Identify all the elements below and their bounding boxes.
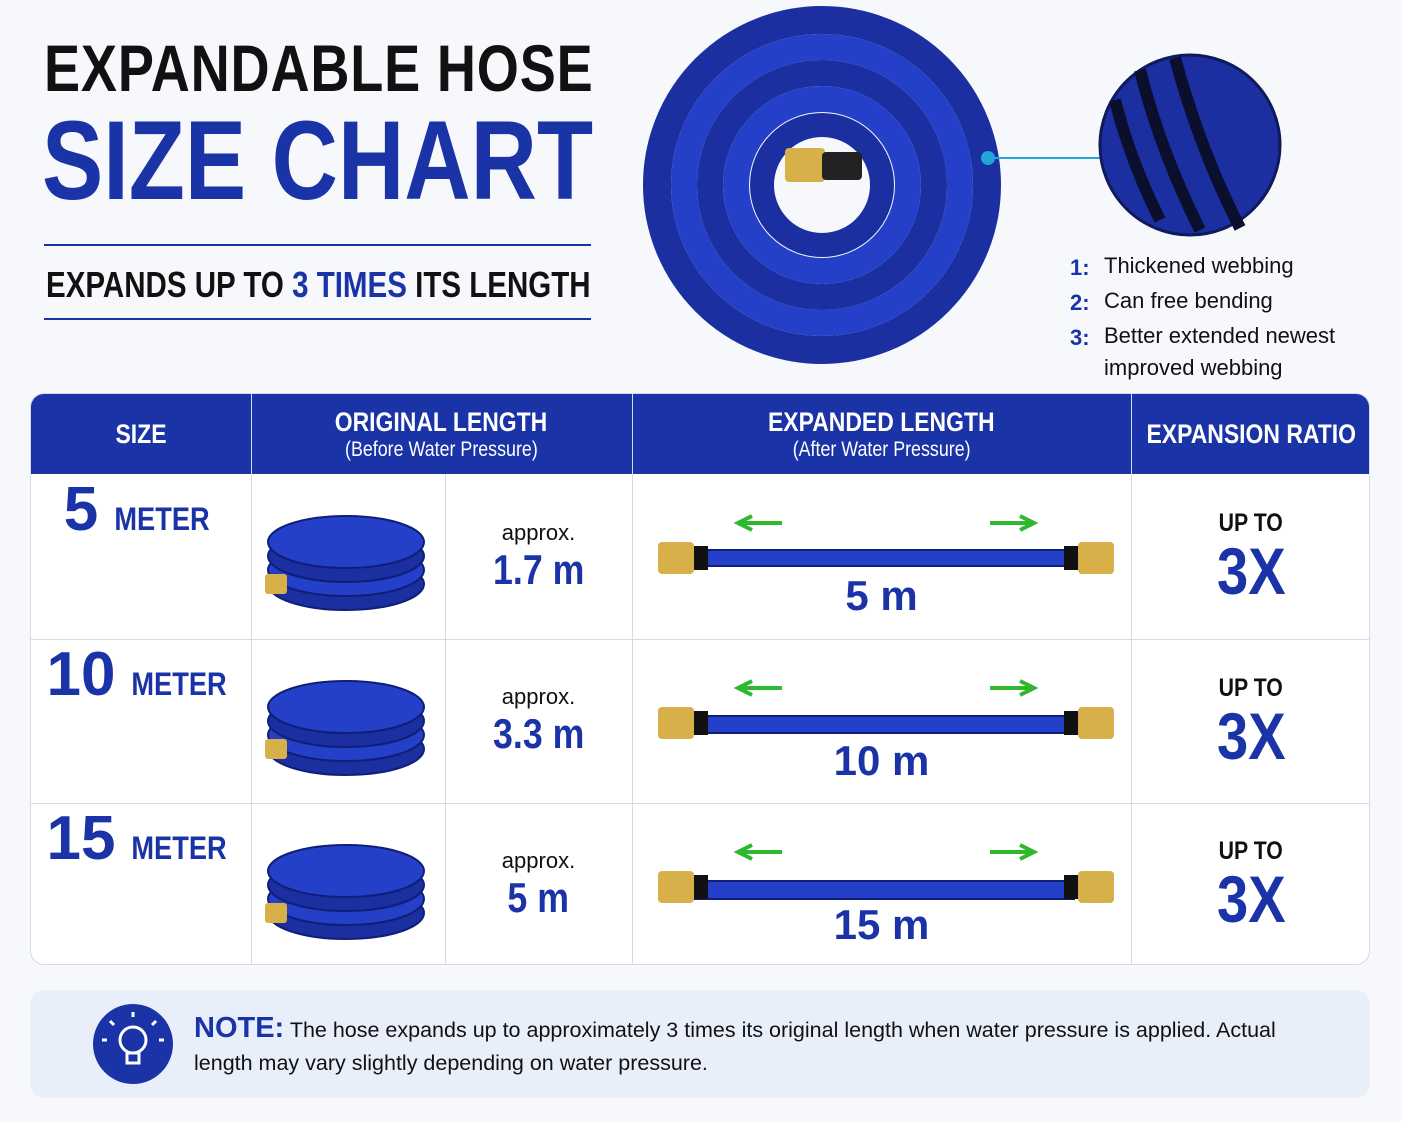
column-header: EXPANSION RATIO	[1131, 394, 1369, 474]
feature-list: 1: Thickened webbing 2: Can free bending 3: B…	[1070, 250, 1370, 384]
coiled-hose	[265, 515, 425, 611]
original-length: 1.7 m	[492, 545, 585, 593]
column-header: SIZE	[31, 394, 251, 474]
column-subtitle: (Before Water Pressure)	[345, 437, 538, 461]
expanded-length: 10 m	[833, 737, 930, 784]
expanded-hose	[658, 843, 1114, 903]
feature-number: 3:	[1070, 325, 1090, 350]
ratio-cell: UP TO 3X	[1131, 803, 1369, 964]
column-subtitle: (After Water Pressure)	[792, 437, 971, 461]
size-number: 10	[46, 640, 116, 709]
subtitle-text: EXPANDS UP TO	[46, 264, 284, 305]
feature-text: Thickened webbing	[1104, 253, 1294, 278]
size-cell: 10 METER	[31, 639, 251, 803]
title-line2: SIZE CHART	[42, 98, 594, 223]
row-divider	[31, 803, 1369, 804]
feature: 3: Better extended newest improved webbin…	[1070, 320, 1370, 384]
divider	[44, 318, 591, 320]
note-box: NOTE: The hose expands up to approximate…	[30, 990, 1370, 1098]
expanded-hose	[658, 679, 1114, 739]
row-divider	[31, 639, 1369, 640]
column-divider	[445, 474, 446, 964]
feature-number: 2:	[1070, 290, 1090, 315]
column-divider	[1131, 394, 1132, 964]
ratio-value: 3X	[1216, 534, 1286, 608]
original-length: 5 m	[507, 873, 570, 921]
feature: 1: Thickened webbing	[1070, 250, 1370, 285]
column-title: ORIGINAL LENGTH	[335, 406, 548, 437]
original-prefix: approx.	[501, 519, 576, 545]
ratio-value: 3X	[1216, 698, 1286, 773]
note: NOTE: The hose expands up to approximate…	[194, 1012, 1284, 1080]
divider	[44, 244, 591, 246]
hose-illustration	[643, 6, 1282, 364]
original-cell: approx. 5 m	[445, 803, 632, 964]
expanded-length: 15 m	[833, 901, 930, 948]
ratio-value: 3X	[1216, 862, 1286, 936]
column-title: SIZE	[115, 418, 167, 449]
coiled-hose	[265, 680, 425, 776]
ratio-prefix: UP TO	[1218, 509, 1284, 537]
feature-number: 1:	[1070, 255, 1090, 280]
column-title: EXPANSION RATIO	[1146, 418, 1356, 449]
title-line1: EXPANDABLE HOSE	[44, 31, 594, 105]
ratio-cell: UP TO 3X	[1131, 639, 1369, 803]
size-cell: 15 METER	[31, 803, 251, 964]
ratio-prefix: UP TO	[1218, 673, 1284, 702]
note-text: The hose expands up to approximately 3 t…	[194, 1018, 1276, 1075]
subtitle-highlight: 3 TIMES	[292, 264, 407, 305]
size-cell: 5 METER	[31, 474, 251, 639]
feature-text: Can free bending	[1104, 288, 1273, 313]
original-cell: approx. 3.3 m	[445, 639, 632, 803]
size-unit: METER	[131, 830, 228, 866]
size-table: SIZE ORIGINAL LENGTH (Before Water Pressur…	[30, 393, 1370, 965]
feature-text: Better extended newest improved webbing	[1104, 323, 1336, 380]
expanded-length: 5 m	[845, 572, 918, 619]
original-length: 3.3 m	[492, 710, 585, 757]
column-divider	[632, 394, 633, 964]
bulb-icon	[93, 1004, 173, 1084]
ratio-prefix: UP TO	[1218, 837, 1284, 865]
original-prefix: approx.	[501, 684, 576, 709]
column-header: ORIGINAL LENGTH (Before Water Pressure)	[251, 394, 632, 474]
note-label: NOTE:	[194, 1012, 285, 1044]
expanded-hose	[658, 514, 1114, 574]
size-unit: METER	[114, 501, 210, 537]
table-header	[31, 394, 1369, 474]
coiled-hose	[265, 844, 425, 940]
size-number: 15	[46, 804, 116, 873]
feature: 2: Can free bending	[1070, 285, 1370, 320]
column-header: EXPANDED LENGTH (After Water Pressure)	[632, 394, 1131, 474]
table-body: SIZE ORIGINAL LENGTH (Before Water Pressur…	[31, 394, 1369, 964]
subtitle: EXPANDS UP TO 3 TIMES ITS LENGTH	[46, 264, 591, 306]
column-divider	[251, 394, 252, 964]
original-prefix: approx.	[501, 847, 576, 873]
subtitle-text: ITS LENGTH	[415, 264, 591, 305]
column-title: EXPANDED LENGTH	[768, 406, 995, 437]
size-unit: METER	[131, 666, 228, 702]
ratio-cell: UP TO 3X	[1131, 474, 1369, 639]
original-cell: approx. 1.7 m	[445, 474, 632, 639]
size-number: 5	[63, 475, 99, 544]
